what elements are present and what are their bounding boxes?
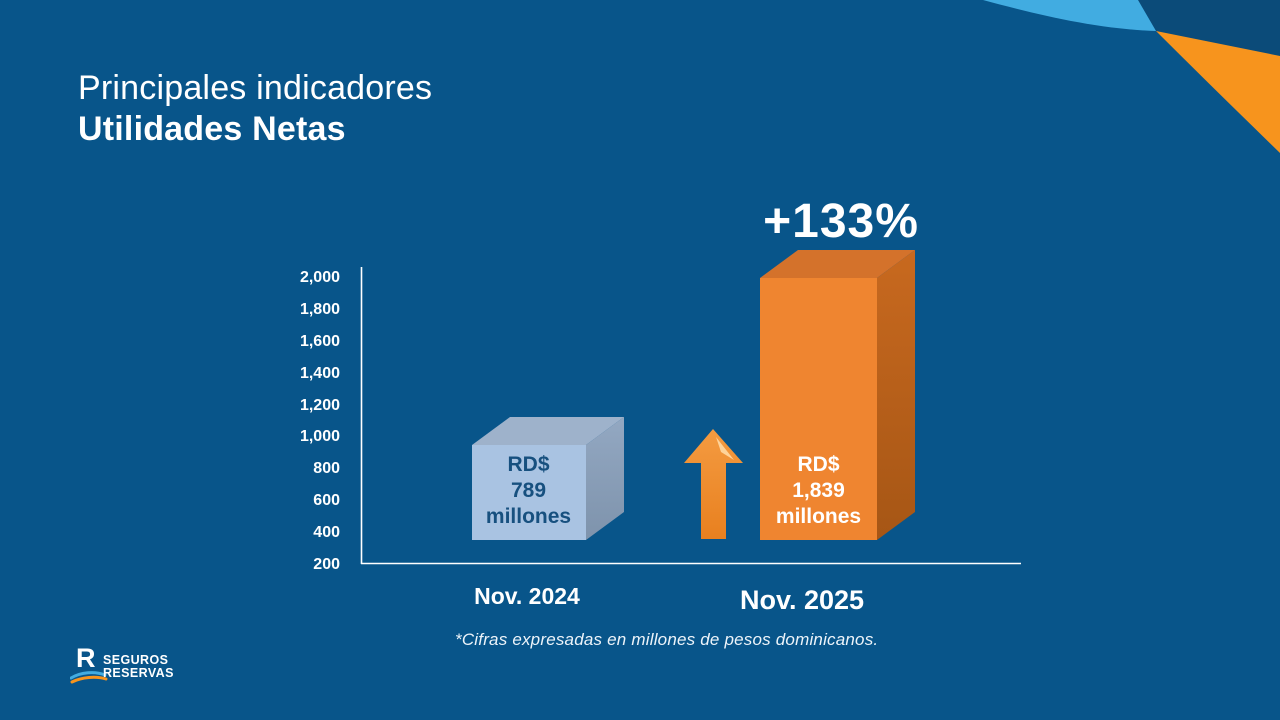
bar-2024-top-face	[472, 417, 624, 445]
logo-swoosh-icon	[70, 671, 108, 684]
bar-2025-top-face	[760, 250, 915, 278]
y-tick-1200: 1,200	[299, 397, 340, 414]
bar-2025-currency: RD$	[797, 453, 840, 476]
corner-orange-ribbon	[1156, 31, 1280, 153]
corner-cyan-ribbon	[983, 0, 1156, 31]
y-tick-1600: 1,600	[299, 333, 340, 350]
bar-2025-side-face	[877, 250, 915, 540]
bar-2024-amount: 789	[510, 479, 547, 502]
slide-title: Principales indicadores Utilidades Netas	[78, 68, 432, 150]
corner-dark-triangle	[1138, 0, 1280, 56]
y-tick-1000: 1,000	[299, 428, 340, 445]
y-tick-800: 800	[313, 460, 340, 477]
category-label-nov-2025: Nov. 2025	[739, 585, 865, 615]
arrow-highlight	[716, 437, 734, 460]
logo-text-line-1: SEGUROS	[103, 653, 169, 667]
y-tick-600: 600	[313, 492, 340, 509]
bar-2025-front-face	[760, 278, 877, 540]
y-tick-400: 400	[313, 524, 340, 541]
y-tick-1800: 1,800	[299, 301, 340, 318]
bar-nov-2024	[472, 417, 624, 540]
bar-2024-front-face	[472, 445, 586, 540]
bar-2025-unit: millones	[775, 505, 862, 528]
bar-2025-value-label: RD$ 1,839 millones	[760, 452, 877, 530]
growth-percentage: +133%	[763, 195, 919, 248]
y-tick-1400: 1,400	[299, 365, 340, 382]
title-line-2: Utilidades Netas	[78, 110, 346, 148]
bar-2024-currency: RD$	[507, 453, 550, 476]
logo-wordmark: SEGUROS RESERVAS	[103, 654, 174, 680]
bar-2025-amount: 1,839	[792, 479, 845, 502]
logo-r-mark: R	[76, 643, 96, 673]
category-label-nov-2024: Nov. 2024	[474, 583, 580, 609]
y-tick-2000: 2,000	[299, 269, 340, 286]
company-logo: R SEGUROS RESERVAS	[70, 643, 200, 692]
footnote: *Cifras expresadas en millones de pesos …	[455, 630, 879, 649]
bar-nov-2025	[760, 250, 915, 540]
bar-2024-unit: millones	[485, 505, 572, 528]
bar-2024-value-label: RD$ 789 millones	[471, 452, 586, 530]
title-line-1: Principales indicadores	[78, 69, 433, 107]
up-arrow-icon	[684, 429, 743, 539]
y-tick-200: 200	[313, 556, 340, 573]
bar-2024-side-face	[586, 417, 624, 540]
logo-text-line-2: RESERVAS	[103, 666, 174, 680]
